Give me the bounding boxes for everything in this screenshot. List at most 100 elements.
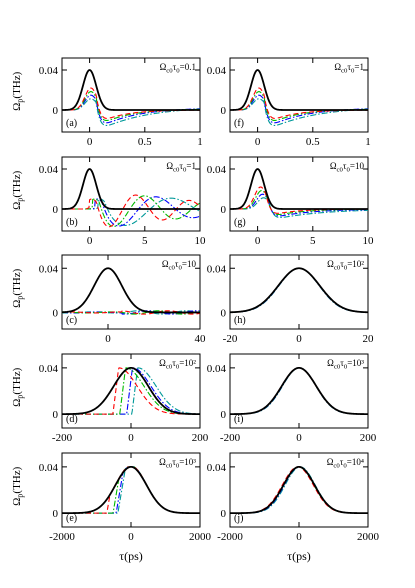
panel-label: (c) [66, 315, 77, 326]
series-group [230, 465, 368, 515]
series-line [230, 465, 368, 515]
axes-frame [61, 57, 201, 133]
x-tick-label: 0 [296, 333, 302, 345]
panel-g: 0 5 10 0 0.04 (g) Ωc0​τ0​=10 [207, 156, 374, 247]
series-line [62, 466, 200, 514]
x-tick-label: 1 [197, 136, 203, 148]
axes-frame [229, 57, 369, 133]
panel-j: -2000 0 2000 0 0.04 (j) Ωc0​τ0​=10⁴ [207, 452, 380, 543]
series-line [230, 267, 368, 313]
series-group [62, 267, 200, 315]
x-tick-label: 5 [142, 235, 148, 247]
x-tick-label: 0 [296, 432, 302, 444]
y-tick-label: 0 [53, 307, 59, 319]
x-tick-label: 0 [128, 432, 134, 444]
x-tick-label: 2000 [357, 531, 380, 543]
series-line [230, 466, 368, 514]
x-tick-label: -2000 [49, 531, 75, 543]
series-group [62, 465, 200, 515]
series-line [230, 168, 368, 210]
panel-e: -2000 0 2000 0 0.04 (e) Ωc0​τ0​=10³ [39, 452, 212, 543]
x-tick-label: 0 [105, 333, 111, 345]
series-line [62, 195, 200, 227]
y-tick-label: 0 [53, 508, 59, 520]
series-line [62, 69, 200, 111]
x-tick-label: 0 [255, 136, 261, 148]
y-tick-label: 0.04 [207, 462, 227, 474]
panel-annotation: Ωc0​τ0​=10⁴ [327, 457, 364, 470]
y-tick-label: 0.04 [39, 363, 59, 375]
series-group [230, 267, 368, 314]
y-tick-label: 0.04 [39, 462, 59, 474]
series-line [62, 267, 200, 314]
series-line [230, 91, 368, 121]
series-line [62, 466, 200, 514]
series-line [62, 367, 200, 415]
panel-annotation: Ωc0​τ0​=0.1 [160, 62, 196, 75]
series-line [62, 367, 200, 415]
series-line [230, 367, 368, 415]
series-line [62, 366, 200, 416]
panel-label: (a) [66, 118, 77, 129]
series-line [230, 94, 368, 124]
panel-annotation: Ωc0​τ0​=10³ [327, 358, 364, 371]
series-line [230, 367, 368, 415]
panel-label: (j) [234, 513, 243, 524]
panel-label: (f) [234, 118, 244, 129]
x-tick-label: 20 [363, 333, 375, 345]
y-tick-label: 0.04 [207, 363, 227, 375]
y-axis-label: Ωp​(THz) [11, 268, 25, 308]
y-tick-label: 0 [53, 204, 59, 216]
series-line [62, 197, 200, 226]
x-tick-label: 200 [360, 432, 377, 444]
series-line [230, 69, 368, 111]
x-tick-label: -200 [52, 432, 73, 444]
series-line [230, 267, 368, 313]
y-tick-label: 0 [221, 105, 227, 117]
panel-c: 0 40 0 0.04 (c) Ωc0​τ0​=10 [39, 254, 207, 345]
panel-annotation: Ωc0​τ0​=10 [330, 161, 365, 174]
x-tick-label: 0 [87, 235, 93, 247]
panel-annotation: Ωc0​τ0​=10³ [159, 457, 196, 470]
series-line [230, 366, 368, 416]
series-line [62, 310, 200, 315]
x-tick-label: 0 [255, 235, 261, 247]
panel-f: 0 0.5 1 0 0.04 (f) Ωc0​τ0​=1 [207, 57, 371, 148]
x-tick-label: 40 [195, 333, 207, 345]
x-tick-label: 0.5 [138, 136, 152, 148]
series-line [230, 466, 368, 514]
x-tick-label: -200 [220, 432, 241, 444]
x-tick-label: 2000 [189, 531, 212, 543]
series-line [62, 466, 200, 514]
x-tick-label: -20 [223, 333, 238, 345]
x-tick-label: 0 [87, 136, 93, 148]
series-group [230, 366, 368, 416]
series-line [230, 197, 368, 219]
series-line [62, 367, 200, 415]
series-line [62, 168, 200, 210]
y-tick-label: 0 [53, 409, 59, 421]
series-line [230, 466, 368, 514]
series-line [62, 367, 200, 415]
panel-h: -20 0 20 0 0.04 (h) Ωc0​τ0​=10² [207, 254, 375, 345]
panel-annotation: Ωc0​τ0​=10² [327, 259, 364, 272]
series-line [230, 367, 368, 415]
x-axis-label: τ(ps) [287, 549, 310, 563]
panel-annotation: Ωc0​τ0​=10 [162, 259, 197, 272]
series-group [62, 366, 200, 416]
series-line [62, 94, 200, 124]
y-tick-label: 0.04 [39, 263, 59, 275]
y-tick-label: 0.04 [207, 65, 227, 77]
y-tick-label: 0 [53, 105, 59, 117]
series-line [230, 267, 368, 313]
panel-annotation: Ωc0​τ0​=1 [334, 62, 364, 75]
panel-d: -200 0 200 0 0.04 (d) Ωc0​τ0​=10² [39, 353, 209, 444]
panel-label: (g) [234, 217, 246, 228]
y-axis-label: Ωp​(THz) [11, 170, 25, 210]
panel-label: (e) [66, 513, 77, 524]
series-group [230, 69, 368, 126]
panel-a: 0 0.5 1 0 0.04 (a) Ωc0​τ0​=0.1 [39, 57, 203, 148]
panel-b: 0 5 10 0 0.04 (b) Ωc0​τ0​=1 [39, 156, 206, 247]
panel-label: (d) [66, 414, 78, 425]
